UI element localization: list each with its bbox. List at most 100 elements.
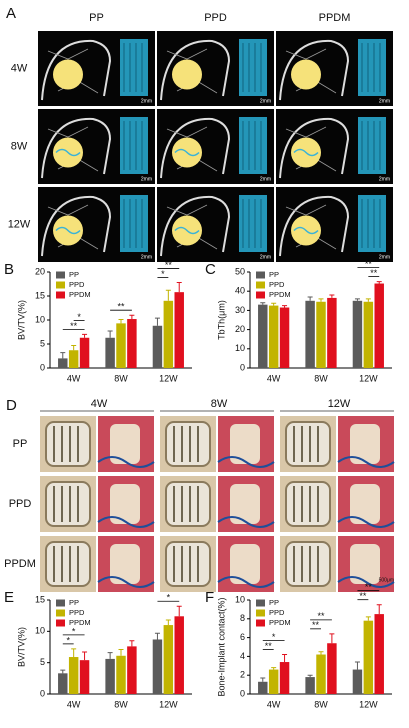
- legend-label: PPDM: [69, 618, 91, 627]
- y-tick-label: 10: [235, 594, 245, 604]
- scaffold-3d: [120, 39, 148, 96]
- legend-swatch: [56, 599, 65, 607]
- legend-swatch: [256, 609, 265, 617]
- error-bar: [376, 604, 382, 615]
- bone-stain: [217, 576, 275, 588]
- scaffold-grid: [123, 121, 143, 170]
- bar: [268, 305, 279, 368]
- bone-stain: [337, 516, 395, 528]
- bone-stain: [337, 456, 395, 468]
- error-bar: [354, 661, 360, 670]
- scaffold-3d: [239, 39, 267, 96]
- bar: [352, 669, 363, 694]
- bar: [374, 283, 384, 368]
- bar: [279, 307, 290, 368]
- error-bar: [82, 651, 88, 661]
- new-bone: [293, 148, 319, 157]
- y-tick-label: 2: [240, 670, 245, 680]
- implant-section: [165, 541, 211, 587]
- significance-label: **: [117, 302, 125, 312]
- legend-label: PP: [69, 270, 79, 279]
- y-tick-label: 10: [35, 314, 45, 324]
- scaffold-grid: [123, 43, 143, 92]
- scale-bar-label: 2mm: [260, 98, 271, 104]
- legend-label: PPDM: [69, 290, 91, 299]
- bone-stain: [217, 516, 275, 528]
- scaffold-3d: [358, 39, 386, 96]
- skull-outline: [41, 117, 112, 179]
- bar: [268, 669, 279, 694]
- legend-swatch: [56, 609, 65, 617]
- panel-label: E: [4, 589, 14, 606]
- scaffold-3d: [358, 195, 386, 252]
- y-tick-label: 10: [235, 343, 245, 353]
- significance-label: **: [359, 591, 367, 601]
- new-bone: [55, 226, 81, 235]
- bar: [327, 643, 337, 694]
- y-tick-label: 0: [40, 688, 45, 698]
- y-tick-label: 5: [40, 657, 45, 667]
- new-bone: [174, 148, 200, 157]
- y-tick-label: 8: [240, 613, 245, 623]
- tissue-region: [110, 544, 140, 584]
- significance-label: *: [272, 632, 276, 642]
- error-bar: [271, 667, 277, 670]
- x-tick-label: 4W: [67, 699, 81, 709]
- implant-section: [45, 421, 91, 467]
- panel-label: C: [205, 261, 216, 278]
- error-bar: [282, 305, 288, 308]
- x-tick-label: 12W: [359, 373, 378, 383]
- bone-stain: [97, 516, 155, 528]
- scaffold-grid: [242, 43, 262, 92]
- bar: [152, 325, 163, 368]
- legend-label: PP: [269, 598, 279, 607]
- y-tick-label: 0: [40, 362, 45, 372]
- scaffold-grid: [361, 43, 381, 92]
- bar: [258, 681, 268, 694]
- legend-label: PPDM: [269, 290, 291, 299]
- column-header: 8W: [211, 398, 228, 410]
- significance-label: *: [72, 626, 76, 636]
- error-bar: [165, 619, 171, 626]
- row-label: PPDM: [4, 558, 36, 570]
- error-bar: [354, 298, 360, 301]
- error-bar: [82, 333, 88, 338]
- error-bar: [329, 294, 335, 298]
- row-label: 4W: [11, 62, 28, 74]
- row-label: 12W: [8, 218, 31, 230]
- x-tick-label: 8W: [314, 373, 328, 383]
- legend-swatch: [256, 599, 265, 607]
- x-tick-label: 4W: [67, 373, 81, 383]
- bar: [116, 655, 126, 694]
- legend-swatch: [56, 271, 65, 279]
- bar: [58, 673, 68, 694]
- row-label: PP: [13, 438, 28, 450]
- error-bar: [307, 674, 313, 678]
- bone-stain: [217, 456, 275, 468]
- significance-label: *: [66, 635, 70, 645]
- error-bar: [260, 677, 266, 682]
- bar: [79, 660, 90, 694]
- error-bar: [118, 649, 124, 656]
- skull-outline: [160, 195, 231, 257]
- implant: [291, 59, 321, 90]
- scale-bar-label: 2mm: [141, 176, 152, 182]
- scale-bar-label: 2mm: [260, 176, 271, 182]
- implant-section: [45, 541, 91, 587]
- error-bar: [60, 669, 66, 674]
- bar: [174, 616, 184, 694]
- scale-bar-label: 2mm: [141, 254, 152, 260]
- column-header: PP: [89, 12, 104, 24]
- error-bar: [154, 317, 160, 326]
- error-bar: [176, 605, 182, 617]
- y-tick-label: 15: [35, 594, 45, 604]
- tissue-region: [230, 484, 260, 524]
- error-bar: [318, 298, 324, 302]
- row-label: 8W: [11, 140, 28, 152]
- x-tick-label: 4W: [267, 699, 281, 709]
- implant-section: [165, 421, 211, 467]
- scaffold-pattern: [53, 486, 79, 522]
- error-bar: [129, 640, 135, 647]
- row-label: PPD: [9, 498, 32, 510]
